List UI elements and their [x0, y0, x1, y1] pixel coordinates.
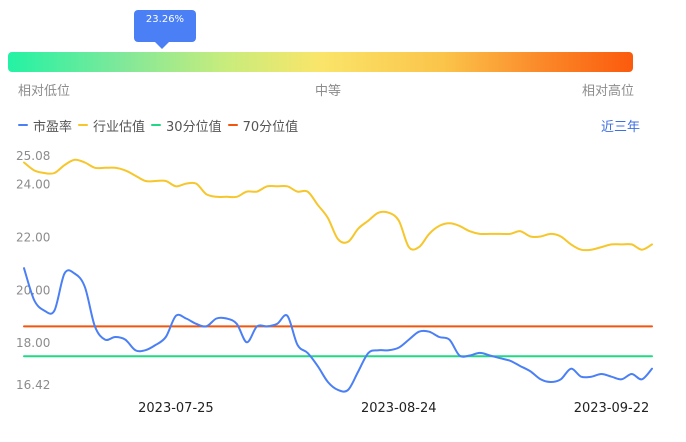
- legend-item-p30[interactable]: 30分位值: [151, 116, 222, 135]
- y-tick-label: 20.00: [16, 283, 50, 297]
- chart-legend: 市盈率 行业估值 30分位值 70分位值: [18, 116, 304, 135]
- percentile-tooltip-arrow: [154, 41, 170, 49]
- x-tick-label: 2023-08-24: [361, 401, 437, 416]
- legend-line-p30: [151, 124, 162, 126]
- y-tick-label: 24.00: [16, 178, 50, 192]
- x-axis-ticks: 2023-07-25 2023-08-24 2023-09-22: [138, 401, 649, 416]
- legend-line-industry: [78, 124, 89, 126]
- series-layer: [23, 158, 653, 393]
- legend-item-industry[interactable]: 行业估值: [78, 116, 145, 135]
- legend-item-pe[interactable]: 市盈率: [18, 116, 72, 135]
- legend-label-pe: 市盈率: [33, 119, 73, 135]
- gauge-label-high: 相对高位: [582, 84, 635, 99]
- percentile-tooltip-text: 23.26%: [145, 14, 185, 25]
- percentile-tooltip: 23.26%: [134, 10, 196, 42]
- series-line-industry: [23, 158, 653, 252]
- y-tick-label: 16.42: [16, 378, 50, 392]
- range-selector-three-years[interactable]: 近三年: [600, 120, 640, 135]
- valuation-gauge-bar: [8, 52, 633, 72]
- legend-line-pe: [18, 124, 28, 126]
- legend-item-p70[interactable]: 70分位值: [227, 116, 299, 135]
- legend-label-industry: 行业估值: [93, 119, 146, 135]
- legend-label-p70: 70分位值: [242, 119, 299, 135]
- x-tick-label: 2023-07-25: [138, 401, 214, 416]
- gauge-label-mid: 中等: [315, 84, 342, 99]
- legend-label-p30: 30分位值: [166, 119, 222, 135]
- series-line-pe: [23, 267, 653, 393]
- legend-line-p70: [227, 124, 238, 126]
- y-tick-label: 18.00: [16, 336, 50, 350]
- y-tick-label: 25.08: [16, 149, 50, 163]
- gauge-label-low: 相对低位: [18, 84, 71, 99]
- y-tick-label: 22.00: [16, 230, 50, 244]
- x-tick-label: 2023-09-22: [574, 401, 650, 416]
- y-axis-ticks: 25.08 24.00 22.00 20.00 18.00 16.42: [16, 149, 50, 392]
